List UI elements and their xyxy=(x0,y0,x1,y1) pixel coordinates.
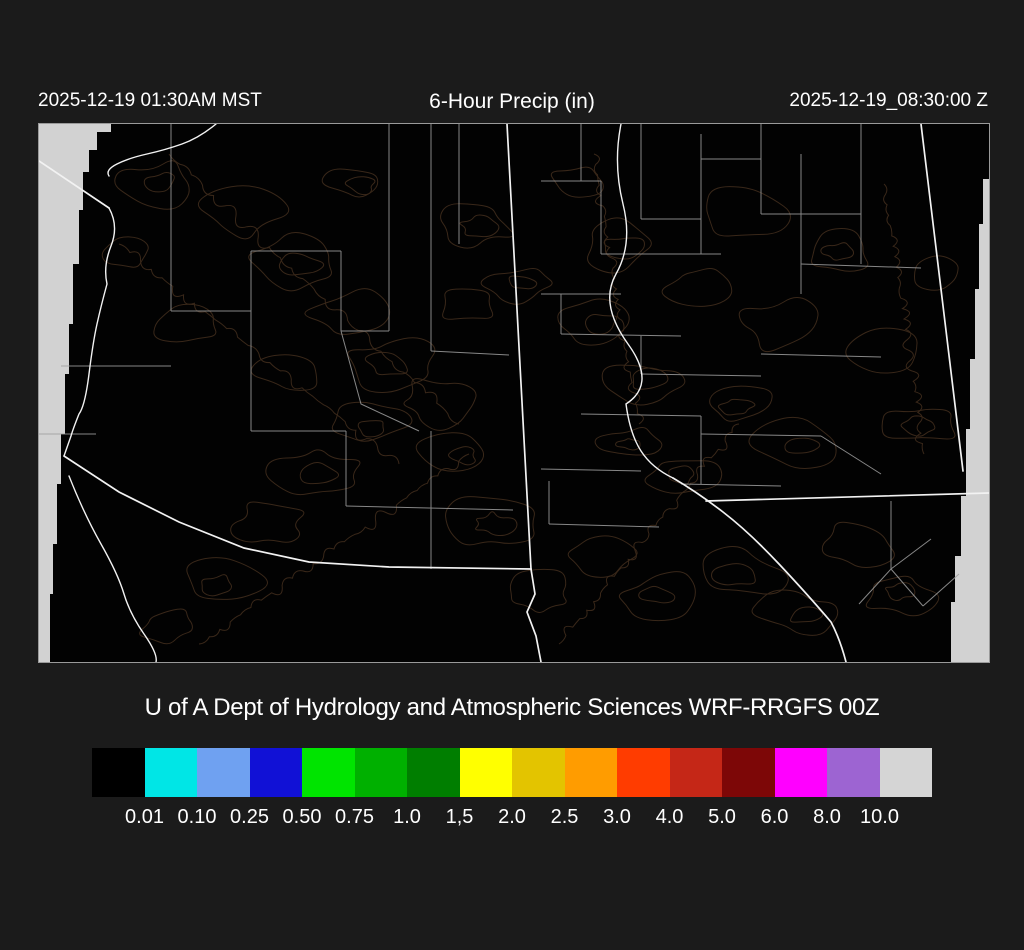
colorbar-label: 0.10 xyxy=(177,806,217,828)
colorbar-label: 0.50 xyxy=(282,806,322,828)
rivers xyxy=(63,124,847,662)
colorbar-label: 10.0 xyxy=(860,806,899,828)
colorbar-segment xyxy=(564,748,617,797)
colorbar-segment xyxy=(459,748,512,797)
colorbar-label: 0.01 xyxy=(125,806,164,828)
map-canvas xyxy=(39,124,989,662)
colorbar-label: 4.0 xyxy=(655,806,684,828)
colorbar-label: 2.5 xyxy=(550,806,579,828)
colorbar-label: 5.0 xyxy=(708,806,736,828)
colorbar-label: 3.0 xyxy=(603,806,631,828)
colorbar-segment xyxy=(197,748,250,797)
colorbar-label: 6.0 xyxy=(760,806,789,828)
valid-timestamp-utc: 2025-12-19_08:30:00 Z xyxy=(789,90,988,111)
colorbar-label: 8.0 xyxy=(813,806,841,828)
colorbar-segment xyxy=(354,748,407,797)
colorbar-segment xyxy=(92,748,145,797)
colorbar-segment xyxy=(617,748,670,797)
colorbar-segment xyxy=(827,748,880,797)
colorbar-segment xyxy=(669,748,722,797)
colorbar-label: 0.25 xyxy=(230,806,269,828)
init-timestamp-local: 2025-12-19 01:30AM MST xyxy=(38,90,262,111)
colorbar xyxy=(92,748,932,797)
colorbar-label: 1.0 xyxy=(393,806,421,828)
colorbar-segment xyxy=(879,748,932,797)
terrain-contours xyxy=(101,153,959,645)
colorbar-segment xyxy=(512,748,565,797)
outside-domain-left xyxy=(39,124,111,662)
county-borders xyxy=(39,124,960,607)
colorbar-label: 2.0 xyxy=(498,806,526,828)
colorbar-segment xyxy=(722,748,775,797)
colorbar-segment xyxy=(407,748,460,797)
colorbar-labels: 0.01 0.10 0.25 0.50 0.75 1.0 1,5 2.0 2.5 3.0 4.0 5.… xyxy=(0,806,1024,836)
colorbar-segment xyxy=(249,748,302,797)
colorbar-segment xyxy=(774,748,827,797)
colorbar-label: 1,5 xyxy=(445,806,474,828)
colorbar-label: 0.75 xyxy=(335,806,374,828)
plot-title: 6-Hour Precip (in) xyxy=(429,90,595,113)
outside-domain-right xyxy=(951,179,989,662)
precip-forecast-map xyxy=(38,123,990,663)
colorbar-segment xyxy=(144,748,197,797)
colorbar-segment xyxy=(302,748,355,797)
credit-line: U of A Dept of Hydrology and Atmospheric… xyxy=(144,694,880,721)
state-borders xyxy=(39,124,989,662)
